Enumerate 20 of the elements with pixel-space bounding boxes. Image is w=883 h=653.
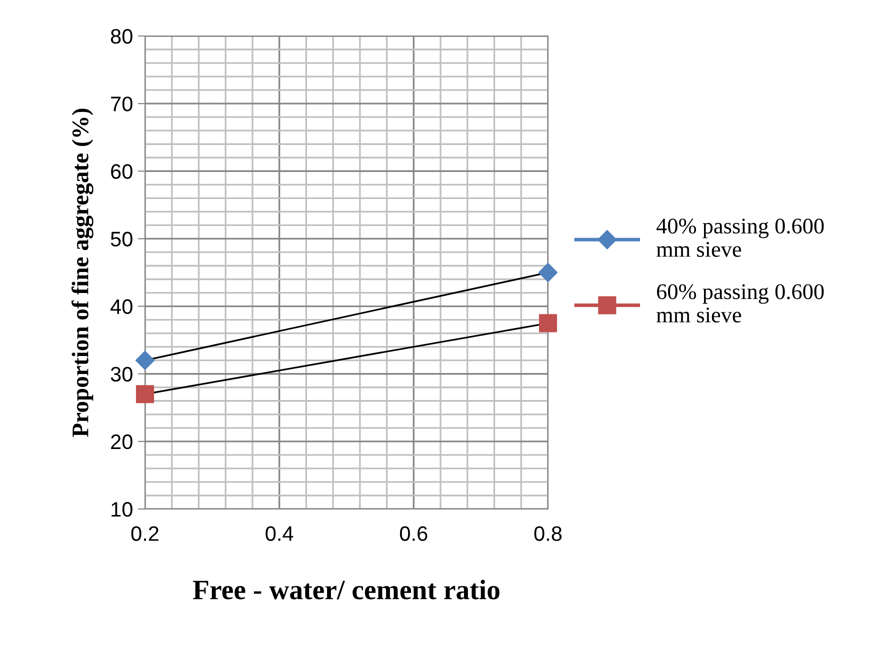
y-tick-label: 50 xyxy=(110,232,132,246)
y-tick-label: 70 xyxy=(111,96,132,112)
legend-label: 60% passing 0.600 mm sieve xyxy=(656,284,824,322)
y-tick-label: 80 xyxy=(110,29,132,44)
point xyxy=(136,385,154,404)
x-tick-label: 0.6 xyxy=(400,526,428,541)
point xyxy=(538,262,558,282)
y-tick-label: 60 xyxy=(111,164,132,179)
y-tick-label: 30 xyxy=(110,366,132,382)
legend-label: 40% passing 0.600 mm sieve xyxy=(656,218,824,257)
y-tick-label: 20 xyxy=(111,434,132,450)
x-tick-label: 0.4 xyxy=(266,526,294,541)
x-tick-label: 0.8 xyxy=(534,526,562,541)
y-tick-label: 40 xyxy=(110,299,132,314)
point xyxy=(538,314,558,332)
y-axis-title: Proportion of fine aggregate (%) xyxy=(72,108,94,437)
x-tick-label: 0.2 xyxy=(131,526,158,541)
point xyxy=(135,350,155,370)
y-tick-label: 10 xyxy=(112,502,132,517)
x-axis-title: Free - water/ cement ratio xyxy=(192,580,500,600)
